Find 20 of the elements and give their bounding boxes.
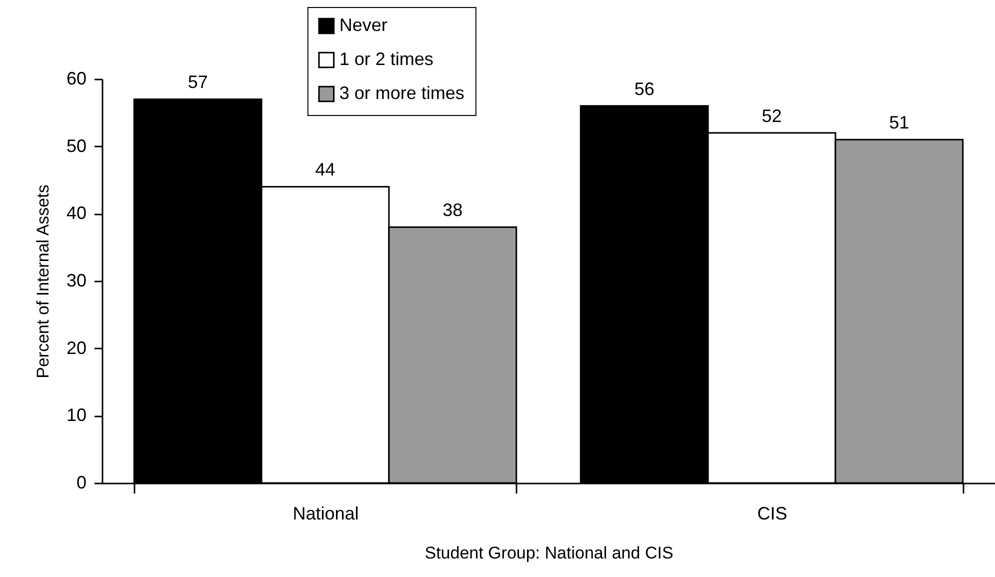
y-tick-label: 20 <box>66 338 86 358</box>
y-tick-label: 10 <box>66 405 86 426</box>
x-axis-title: Student Group: National and CIS <box>424 544 674 562</box>
data-label: 57 <box>188 72 208 92</box>
x-tick-label: National <box>292 504 359 524</box>
x-tick-label: CIS <box>757 504 788 524</box>
data-label: 52 <box>762 106 782 126</box>
legend-label: 1 or 2 times <box>339 49 434 69</box>
data-label: 56 <box>634 78 654 99</box>
y-tick-label: 60 <box>66 68 86 88</box>
legend-label: 3 or more times <box>339 83 464 103</box>
y-axis-title: Percent of Internal Assets <box>33 184 52 378</box>
data-label: 44 <box>315 160 336 180</box>
y-tick-label: 40 <box>66 203 86 224</box>
data-label: 51 <box>889 112 910 133</box>
y-tick-label: 0 <box>76 472 86 492</box>
y-tick-label: 50 <box>66 136 86 156</box>
y-tick-label: 30 <box>66 270 86 290</box>
legend-label: Never <box>339 15 388 35</box>
data-label: 38 <box>442 200 463 220</box>
